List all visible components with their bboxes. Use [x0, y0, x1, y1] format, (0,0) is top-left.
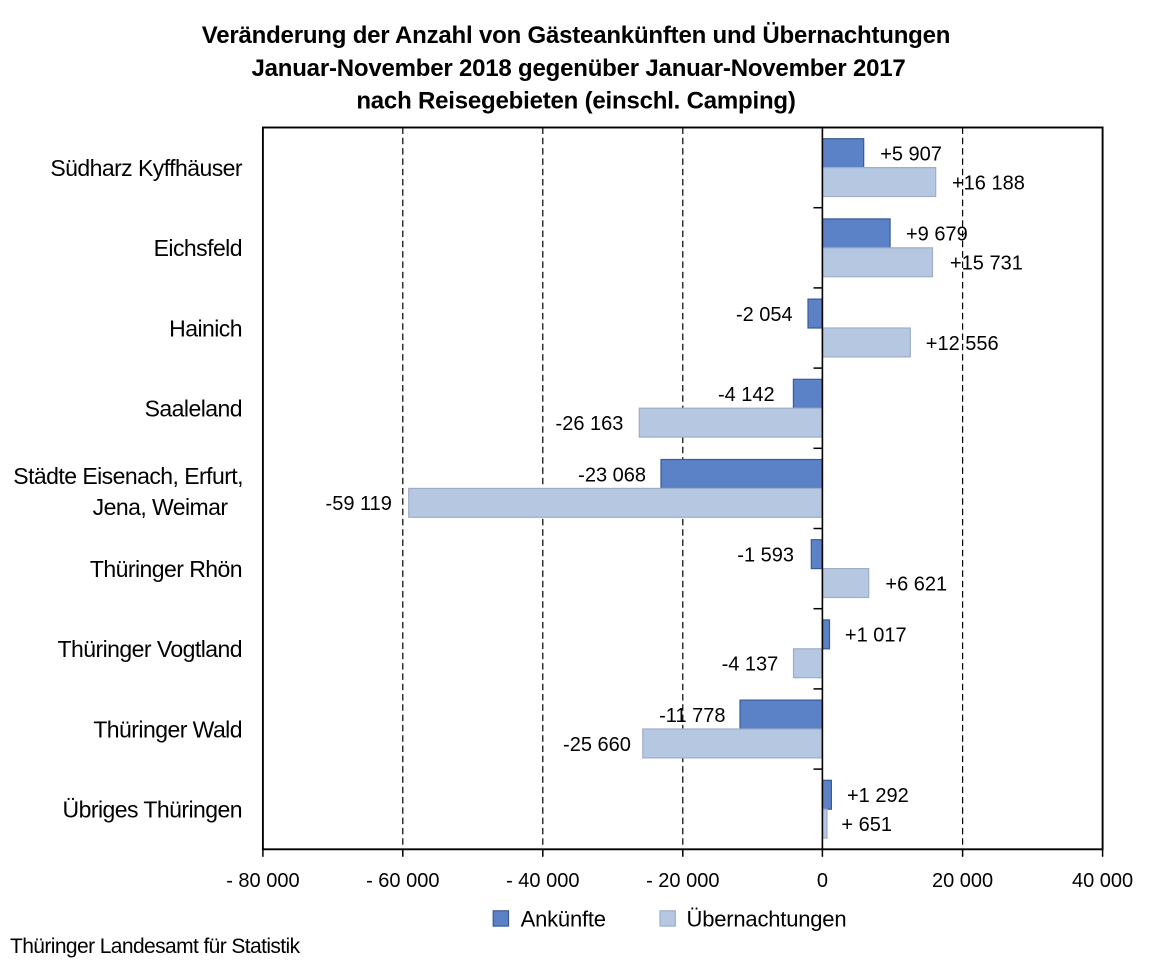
svg-text:-4 137: -4 137 — [722, 654, 779, 676]
svg-text:+5 907: +5 907 — [880, 144, 942, 166]
svg-text:Übernachtungen: Übernachtungen — [687, 906, 847, 931]
svg-text:Hainich: Hainich — [169, 315, 242, 341]
svg-text:Städte Eisenach, Erfurt,: Städte Eisenach, Erfurt, — [13, 463, 243, 489]
svg-text:Übriges Thüringen: Übriges Thüringen — [63, 797, 242, 823]
svg-text:-1 593: -1 593 — [737, 545, 794, 567]
svg-text:Thüringer Vogtland: Thüringer Vogtland — [58, 636, 242, 662]
svg-text:20 000: 20 000 — [932, 870, 993, 892]
svg-text:-4 142: -4 142 — [718, 384, 775, 406]
svg-text:+15 731: +15 731 — [950, 253, 1023, 275]
svg-text:- 60 000: - 60 000 — [366, 870, 439, 892]
svg-text:+6 621: +6 621 — [885, 573, 947, 595]
svg-text:-25 660: -25 660 — [563, 734, 631, 756]
svg-text:Januar-November 2018 gegenüber: Januar-November 2018 gegenüber Januar-No… — [251, 55, 905, 82]
svg-text:Saaleland: Saaleland — [145, 396, 242, 422]
svg-text:0: 0 — [817, 870, 828, 892]
svg-text:Jena, Weimar: Jena, Weimar — [93, 494, 229, 520]
svg-text:40 000: 40 000 — [1072, 870, 1133, 892]
svg-text:Thüringer Wald: Thüringer Wald — [93, 716, 242, 742]
svg-text:+9 679: +9 679 — [906, 224, 968, 246]
svg-text:Veränderung der Anzahl von Gäs: Veränderung der Anzahl von Gästeankünfte… — [202, 22, 951, 49]
svg-text:Südharz Kyffhäuser: Südharz Kyffhäuser — [50, 155, 243, 181]
svg-text:+16 188: +16 188 — [952, 172, 1025, 194]
svg-text:+1 292: +1 292 — [847, 785, 909, 807]
svg-text:-23 068: -23 068 — [578, 464, 646, 486]
svg-text:- 80 000: - 80 000 — [226, 870, 299, 892]
svg-text:+1 017: +1 017 — [845, 625, 907, 647]
svg-text:-26 163: -26 163 — [556, 413, 624, 435]
svg-text:-2 054: -2 054 — [736, 304, 793, 326]
svg-text:- 20 000: - 20 000 — [646, 870, 719, 892]
svg-text:-11 778: -11 778 — [659, 705, 725, 727]
svg-text:nach Reisegebieten (einschl. C: nach Reisegebieten (einschl. Camping) — [356, 88, 795, 115]
svg-text:Thüringer Landesamt für Statis: Thüringer Landesamt für Statistik — [10, 935, 301, 958]
svg-text:Thüringer Rhön: Thüringer Rhön — [90, 556, 242, 582]
svg-text:+ 651: + 651 — [841, 814, 892, 836]
svg-text:+12 556: +12 556 — [926, 333, 999, 355]
svg-text:Ankünfte: Ankünfte — [521, 906, 606, 931]
svg-text:-59 119: -59 119 — [326, 493, 392, 515]
svg-text:Eichsfeld: Eichsfeld — [154, 235, 242, 261]
svg-text:- 40 000: - 40 000 — [506, 870, 579, 892]
